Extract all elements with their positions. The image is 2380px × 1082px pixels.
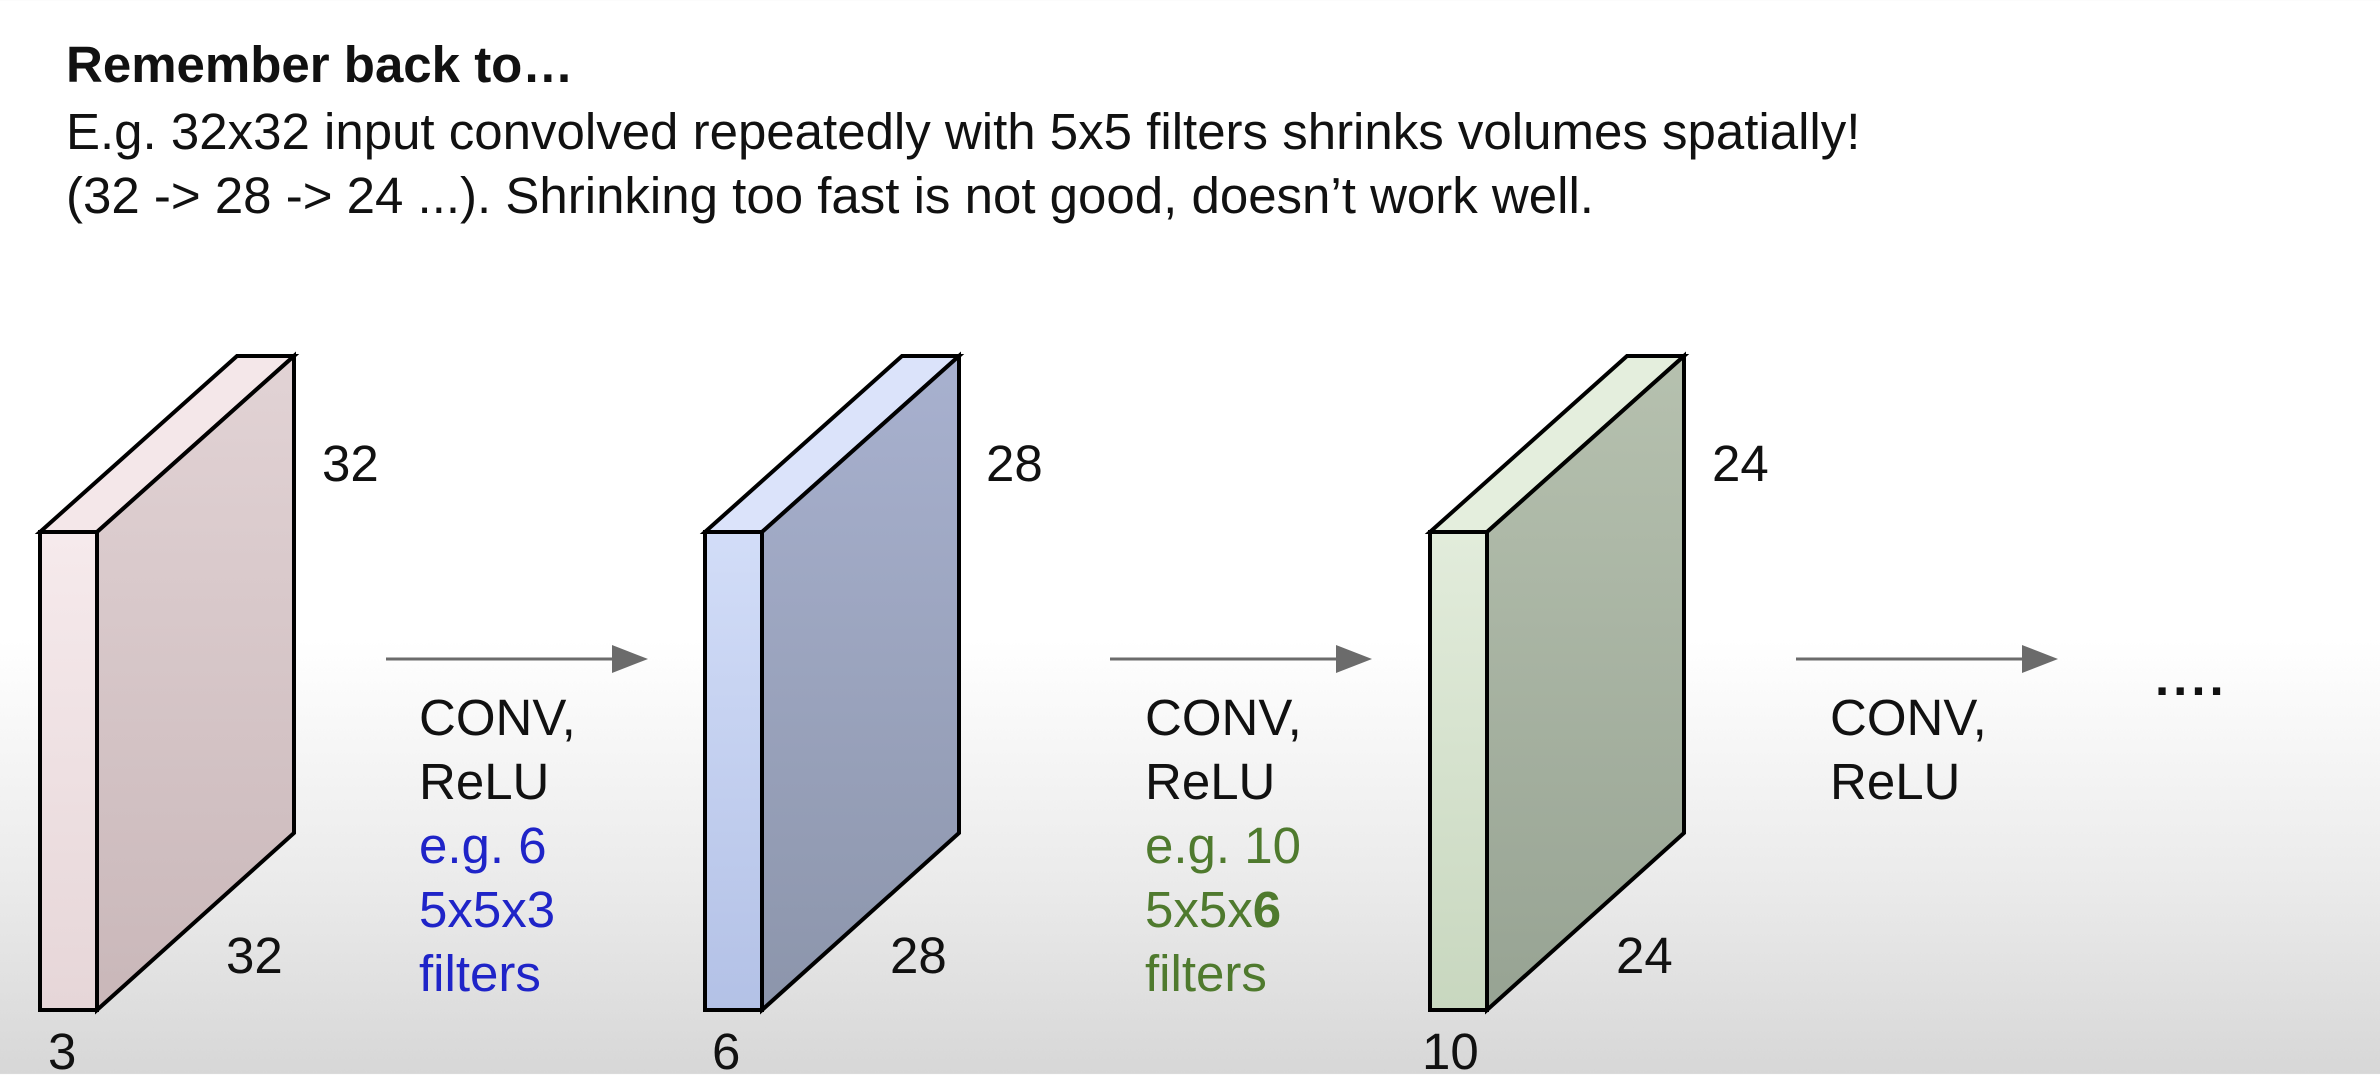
volume-1-height-label: 32 <box>322 435 379 492</box>
arrow-3-head <box>2022 645 2058 673</box>
ellipsis: .... <box>2155 649 2228 706</box>
layer-3-op-line-2: ReLU <box>1830 753 1961 810</box>
layer-1-op-line-2: ReLU <box>419 753 550 810</box>
volume-2-width-label: 28 <box>890 927 947 984</box>
layer-2-op-line-2: ReLU <box>1145 753 1276 810</box>
arrow-2-head <box>1336 645 1372 673</box>
volume-1-face <box>38 530 99 1012</box>
layer-1-filters-line-2: 5x5x3 <box>419 881 556 938</box>
layer-2-op-line-1: CONV, <box>1145 689 1302 746</box>
layer-2-filters-line-3: filters <box>1145 945 1267 1002</box>
volume-3-width-label: 24 <box>1616 927 1673 984</box>
volume-3-face <box>1428 530 1489 1012</box>
volume-3-height-label: 24 <box>1712 435 1769 492</box>
volume-3-depth-label: 10 <box>1422 1023 1479 1080</box>
arrow-1 <box>386 645 648 673</box>
volume-3 <box>1424 351 1690 1015</box>
layer-2-filters-line-2: 5x5x6 <box>1145 878 1281 942</box>
arrow-3 <box>1796 645 2058 673</box>
layer-2-filters-line-2-bold: 6 <box>1252 881 1282 938</box>
volume-1-width-label: 32 <box>226 927 283 984</box>
layer-2-filters-line-2-prefix: 5x5x <box>1145 881 1253 938</box>
volume-1 <box>34 351 300 1015</box>
slide-heading: Remember back to… <box>66 36 574 93</box>
layer-1-filters-line-1: e.g. 6 <box>419 817 547 874</box>
layer-3-op-line-1: CONV, <box>1830 689 1987 746</box>
description-line-1: E.g. 32x32 input convolved repeatedly wi… <box>66 103 1861 160</box>
volume-2-depth-label: 6 <box>712 1023 741 1080</box>
volume-2-face <box>703 530 764 1012</box>
volume-2 <box>699 351 965 1015</box>
layer-1-filters-line-3: filters <box>419 945 541 1002</box>
volume-1-depth-label: 3 <box>48 1023 77 1080</box>
description-line-2: (32 -> 28 -> 24 ...). Shrinking too fast… <box>66 167 1594 224</box>
layer-1-op-line-1: CONV, <box>419 689 576 746</box>
layer-2-filters-line-1: e.g. 10 <box>1145 817 1301 874</box>
arrow-1-head <box>612 645 648 673</box>
volume-2-height-label: 28 <box>986 435 1043 492</box>
arrow-2 <box>1110 645 1372 673</box>
